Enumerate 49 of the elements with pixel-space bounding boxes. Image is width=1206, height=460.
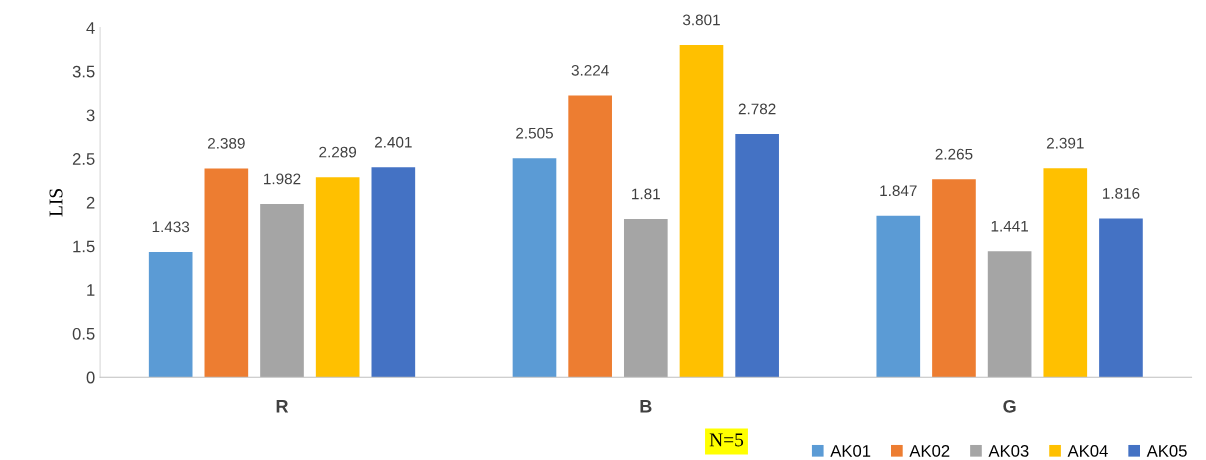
text: N=5 (709, 433, 744, 447)
y-tick-label: 1 (87, 284, 95, 296)
y-tick-label: 4 (86, 22, 95, 34)
bar (1099, 218, 1143, 378)
data-label: 3.224 (571, 64, 609, 76)
data-label: 2.401 (374, 136, 412, 148)
data-label: 1.441 (991, 220, 1028, 232)
bar (623, 219, 668, 378)
bar (568, 95, 612, 378)
y-tick-label: 1.5 (73, 240, 95, 253)
y-tick-label: 0.5 (72, 327, 95, 340)
data-label: 2.391 (1046, 137, 1084, 149)
bar (512, 158, 557, 378)
legend-label: AK01 (830, 444, 871, 457)
y-tick-label: 2 (86, 196, 95, 209)
data-label: 2.782 (738, 103, 776, 115)
legend-label: AK02 (909, 444, 950, 457)
legend-label: AK05 (1146, 444, 1187, 457)
bar (876, 215, 921, 378)
y-tick-label: 2.5 (72, 153, 95, 165)
legend-label: AK04 (1067, 444, 1108, 457)
legend-label: AK03 (988, 444, 1029, 457)
bar (987, 251, 1032, 378)
data-label: 1.81 (632, 188, 660, 200)
bar (679, 44, 724, 378)
y-tick-label: 0 (86, 371, 95, 384)
y-tick-label: 3 (86, 109, 95, 122)
data-label: 1.847 (880, 185, 917, 197)
bar (735, 134, 779, 378)
y-axis-title: LIS (49, 189, 63, 217)
x-tick-label: B (640, 400, 652, 413)
bar (932, 179, 976, 378)
data-label: 2.265 (935, 148, 973, 160)
y-tick-label: 3.5 (72, 65, 95, 78)
bar (1043, 168, 1088, 378)
data-label: 2.389 (207, 137, 245, 149)
data-label: 1.982 (264, 173, 301, 185)
data-label: 1.433 (152, 221, 190, 233)
x-tick-label: R (276, 400, 289, 413)
data-label: 1.816 (1103, 187, 1140, 199)
bar (148, 251, 193, 378)
bar (315, 177, 360, 378)
bar (204, 168, 249, 378)
bar (371, 167, 416, 378)
x-tick-label: G (1003, 399, 1016, 413)
bar (260, 203, 304, 378)
data-label: 2.289 (319, 146, 357, 158)
data-label: 2.505 (516, 127, 553, 139)
data-label: 3.801 (682, 14, 720, 26)
